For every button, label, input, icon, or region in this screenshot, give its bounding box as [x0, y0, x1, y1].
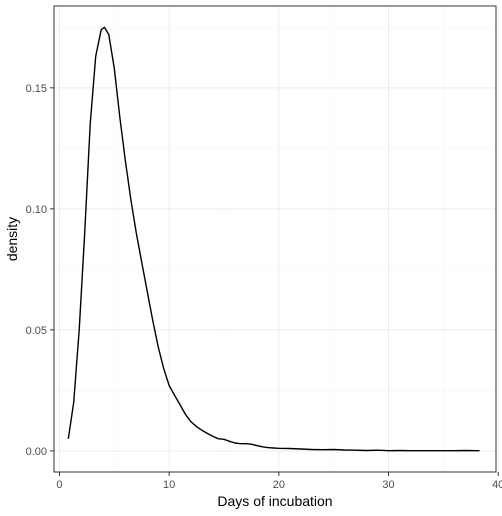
x-axis-title: Days of incubation	[217, 493, 332, 509]
y-axis-ticks: 0.00 0.05 0.10 0.15	[26, 83, 54, 458]
x-axis-ticks: 0 10 20 30 40	[56, 472, 502, 491]
minor-grid	[54, 6, 496, 472]
y-axis-title: density	[4, 217, 20, 261]
x-tick-label: 30	[382, 479, 394, 491]
y-tick-label: 0.15	[26, 83, 47, 95]
panel-border	[53, 5, 497, 473]
x-tick-label: 20	[273, 479, 285, 491]
y-tick-label: 0.00	[26, 446, 47, 458]
x-tick-label: 0	[56, 479, 62, 491]
y-tick-label: 0.05	[26, 325, 47, 337]
x-tick-label: 40	[492, 479, 502, 491]
density-curve	[67, 26, 480, 452]
y-tick-label: 0.10	[26, 204, 47, 216]
x-tick-label: 10	[163, 479, 175, 491]
